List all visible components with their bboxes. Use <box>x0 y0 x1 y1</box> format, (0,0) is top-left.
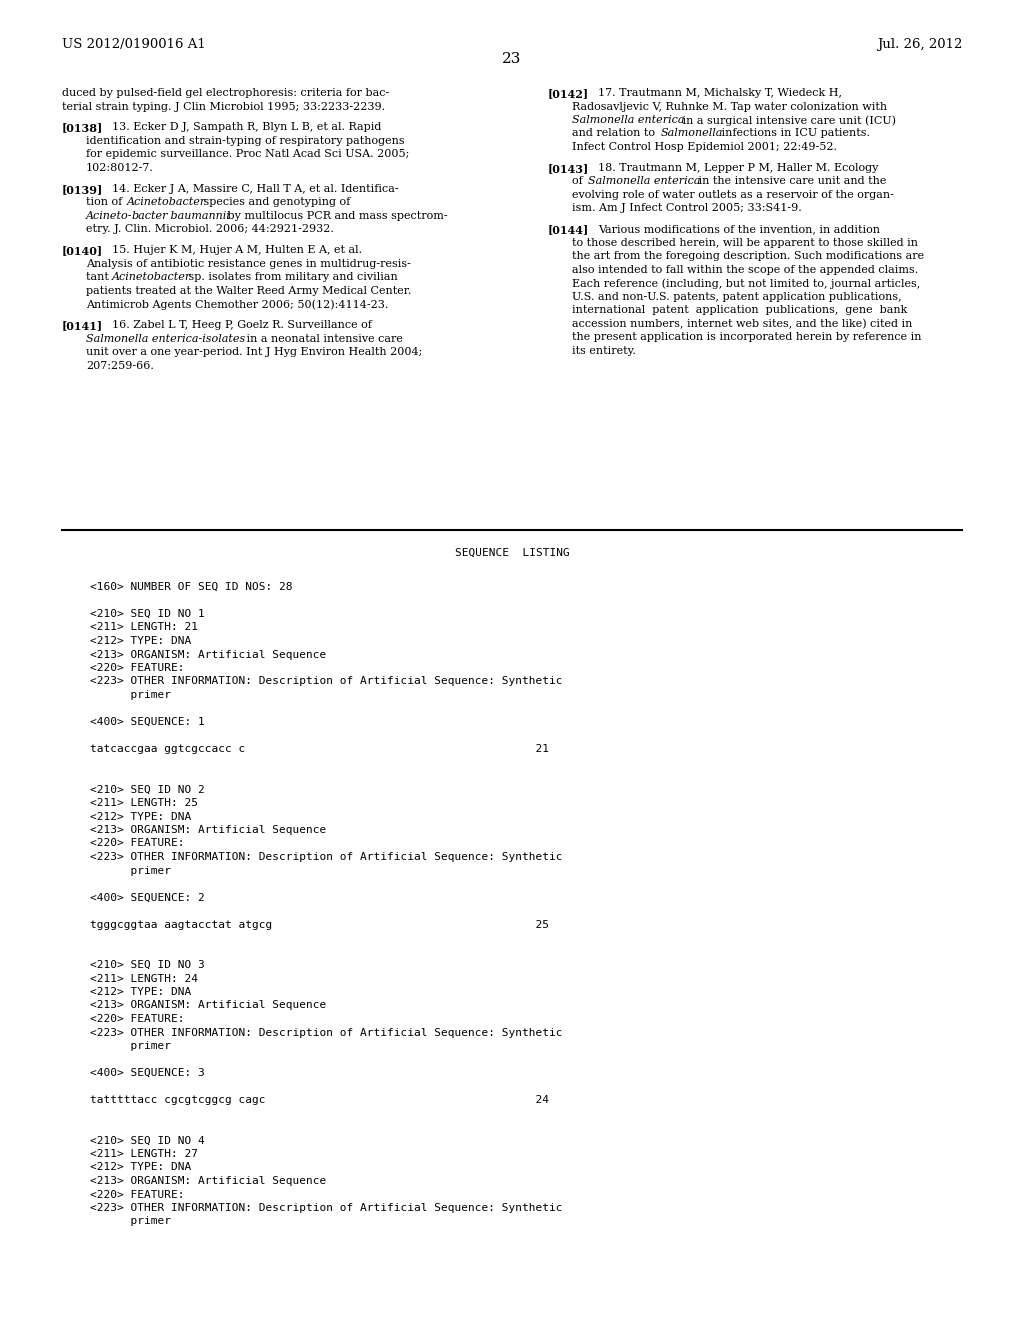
Text: <213> ORGANISM: Artificial Sequence: <213> ORGANISM: Artificial Sequence <box>90 1176 327 1185</box>
Text: by multilocus PCR and mass spectrom-: by multilocus PCR and mass spectrom- <box>224 211 447 220</box>
Text: <212> TYPE: DNA: <212> TYPE: DNA <box>90 812 191 821</box>
Text: <213> ORGANISM: Artificial Sequence: <213> ORGANISM: Artificial Sequence <box>90 649 327 660</box>
Text: <400> SEQUENCE: 2: <400> SEQUENCE: 2 <box>90 892 205 903</box>
Text: <211> LENGTH: 27: <211> LENGTH: 27 <box>90 1148 198 1159</box>
Text: the present application is incorporated herein by reference in: the present application is incorporated … <box>572 333 922 342</box>
Text: for epidemic surveillance. Proc Natl Acad Sci USA. 2005;: for epidemic surveillance. Proc Natl Aca… <box>86 149 410 160</box>
Text: SEQUENCE  LISTING: SEQUENCE LISTING <box>455 548 569 558</box>
Text: primer: primer <box>90 1217 171 1226</box>
Text: etry. J. Clin. Microbiol. 2006; 44:2921-2932.: etry. J. Clin. Microbiol. 2006; 44:2921-… <box>86 224 334 235</box>
Text: tant: tant <box>86 272 113 282</box>
Text: Salmonella enterica-isolates: Salmonella enterica-isolates <box>86 334 246 343</box>
Text: Antimicrob Agents Chemother 2006; 50(12):4114-23.: Antimicrob Agents Chemother 2006; 50(12)… <box>86 300 388 310</box>
Text: Acinetobacter: Acinetobacter <box>112 272 191 282</box>
Text: <220> FEATURE:: <220> FEATURE: <box>90 1189 184 1200</box>
Text: tatcaccgaa ggtcgccacc c                                           21: tatcaccgaa ggtcgccacc c 21 <box>90 744 549 754</box>
Text: sp. isolates from military and civilian: sp. isolates from military and civilian <box>185 272 397 282</box>
Text: <210> SEQ ID NO 4: <210> SEQ ID NO 4 <box>90 1135 205 1146</box>
Text: Various modifications of the invention, in addition: Various modifications of the invention, … <box>598 224 880 235</box>
Text: <223> OTHER INFORMATION: Description of Artificial Sequence: Synthetic: <223> OTHER INFORMATION: Description of … <box>90 1203 562 1213</box>
Text: accession numbers, internet web sites, and the like) cited in: accession numbers, internet web sites, a… <box>572 319 912 329</box>
Text: Radosavljevic V, Ruhnke M. Tap water colonization with: Radosavljevic V, Ruhnke M. Tap water col… <box>572 102 887 111</box>
Text: <212> TYPE: DNA: <212> TYPE: DNA <box>90 987 191 997</box>
Text: in a neonatal intensive care: in a neonatal intensive care <box>243 334 402 343</box>
Text: to those described herein, will be apparent to those skilled in: to those described herein, will be appar… <box>572 238 918 248</box>
Text: [0142]: [0142] <box>548 88 589 99</box>
Text: 18. Trautmann M, Lepper P M, Haller M. Ecology: 18. Trautmann M, Lepper P M, Haller M. E… <box>598 162 879 173</box>
Text: primer: primer <box>90 866 171 875</box>
Text: <213> ORGANISM: Artificial Sequence: <213> ORGANISM: Artificial Sequence <box>90 825 327 836</box>
Text: of: of <box>572 177 587 186</box>
Text: [0140]: [0140] <box>62 246 103 256</box>
Text: Each reference (including, but not limited to, journal articles,: Each reference (including, but not limit… <box>572 279 921 289</box>
Text: <223> OTHER INFORMATION: Description of Artificial Sequence: Synthetic: <223> OTHER INFORMATION: Description of … <box>90 1027 562 1038</box>
Text: patients treated at the Walter Reed Army Medical Center.: patients treated at the Walter Reed Army… <box>86 285 412 296</box>
Text: ism. Am J Infect Control 2005; 33:S41-9.: ism. Am J Infect Control 2005; 33:S41-9. <box>572 203 802 214</box>
Text: <211> LENGTH: 25: <211> LENGTH: 25 <box>90 799 198 808</box>
Text: Acinetobacter: Acinetobacter <box>127 198 206 207</box>
Text: infections in ICU patients.: infections in ICU patients. <box>718 128 870 139</box>
Text: primer: primer <box>90 1041 171 1051</box>
Text: Salmonella enterica: Salmonella enterica <box>572 115 684 125</box>
Text: [0144]: [0144] <box>548 224 589 235</box>
Text: Salmonella: Salmonella <box>662 128 723 139</box>
Text: [0139]: [0139] <box>62 183 103 195</box>
Text: [0138]: [0138] <box>62 123 103 133</box>
Text: <160> NUMBER OF SEQ ID NOS: 28: <160> NUMBER OF SEQ ID NOS: 28 <box>90 582 293 591</box>
Text: <220> FEATURE:: <220> FEATURE: <box>90 838 184 849</box>
Text: U.S. and non-U.S. patents, patent application publications,: U.S. and non-U.S. patents, patent applic… <box>572 292 901 302</box>
Text: terial strain typing. J Clin Microbiol 1995; 33:2233-2239.: terial strain typing. J Clin Microbiol 1… <box>62 102 385 111</box>
Text: tion of: tion of <box>86 198 126 207</box>
Text: 23: 23 <box>503 51 521 66</box>
Text: [0143]: [0143] <box>548 162 589 174</box>
Text: tgggcggtaa aagtacctat atgcg                                       25: tgggcggtaa aagtacctat atgcg 25 <box>90 920 549 929</box>
Text: primer: primer <box>90 690 171 700</box>
Text: identification and strain-typing of respiratory pathogens: identification and strain-typing of resp… <box>86 136 404 147</box>
Text: <212> TYPE: DNA: <212> TYPE: DNA <box>90 636 191 645</box>
Text: <400> SEQUENCE: 3: <400> SEQUENCE: 3 <box>90 1068 205 1078</box>
Text: 13. Ecker D J, Sampath R, Blyn L B, et al. Rapid: 13. Ecker D J, Sampath R, Blyn L B, et a… <box>112 123 381 132</box>
Text: unit over a one year-period. Int J Hyg Environ Health 2004;: unit over a one year-period. Int J Hyg E… <box>86 347 422 358</box>
Text: 15. Hujer K M, Hujer A M, Hulten E A, et al.: 15. Hujer K M, Hujer A M, Hulten E A, et… <box>112 246 362 255</box>
Text: bacter: bacter <box>132 211 169 220</box>
Text: [0141]: [0141] <box>62 321 103 331</box>
Text: <223> OTHER INFORMATION: Description of Artificial Sequence: Synthetic: <223> OTHER INFORMATION: Description of … <box>90 851 562 862</box>
Text: <210> SEQ ID NO 1: <210> SEQ ID NO 1 <box>90 609 205 619</box>
Text: <211> LENGTH: 24: <211> LENGTH: 24 <box>90 974 198 983</box>
Text: species and genotyping of: species and genotyping of <box>200 198 353 207</box>
Text: tatttttacc cgcgtcggcg cagc                                        24: tatttttacc cgcgtcggcg cagc 24 <box>90 1096 549 1105</box>
Text: international  patent  application  publications,  gene  bank: international patent application publica… <box>572 305 907 315</box>
Text: Infect Control Hosp Epidemiol 2001; 22:49-52.: Infect Control Hosp Epidemiol 2001; 22:4… <box>572 143 837 152</box>
Text: evolving role of water outlets as a reservoir of the organ-: evolving role of water outlets as a rese… <box>572 190 894 199</box>
Text: in the intensive care unit and the: in the intensive care unit and the <box>695 177 887 186</box>
Text: and relation to: and relation to <box>572 128 658 139</box>
Text: <220> FEATURE:: <220> FEATURE: <box>90 1014 184 1024</box>
Text: <212> TYPE: DNA: <212> TYPE: DNA <box>90 1163 191 1172</box>
Text: 16. Zabel L T, Heeg P, Goelz R. Surveillance of: 16. Zabel L T, Heeg P, Goelz R. Surveill… <box>112 321 372 330</box>
Text: duced by pulsed-field gel electrophoresis: criteria for bac-: duced by pulsed-field gel electrophoresi… <box>62 88 389 98</box>
Text: 14. Ecker J A, Massire C, Hall T A, et al. Identifica-: 14. Ecker J A, Massire C, Hall T A, et a… <box>112 183 398 194</box>
Text: Jul. 26, 2012: Jul. 26, 2012 <box>877 38 962 51</box>
Text: baumannii: baumannii <box>167 211 229 220</box>
Text: the art from the foregoing description. Such modifications are: the art from the foregoing description. … <box>572 251 924 261</box>
Text: Acineto-: Acineto- <box>86 211 132 220</box>
Text: 102:8012-7.: 102:8012-7. <box>86 162 154 173</box>
Text: its entirety.: its entirety. <box>572 346 636 356</box>
Text: 17. Trautmann M, Michalsky T, Wiedeck H,: 17. Trautmann M, Michalsky T, Wiedeck H, <box>598 88 842 98</box>
Text: 207:259-66.: 207:259-66. <box>86 360 154 371</box>
Text: <210> SEQ ID NO 3: <210> SEQ ID NO 3 <box>90 960 205 970</box>
Text: <211> LENGTH: 21: <211> LENGTH: 21 <box>90 623 198 632</box>
Text: also intended to fall within the scope of the appended claims.: also intended to fall within the scope o… <box>572 265 919 275</box>
Text: Salmonella enterica: Salmonella enterica <box>588 177 700 186</box>
Text: in a surgical intensive care unit (ICU): in a surgical intensive care unit (ICU) <box>679 115 896 125</box>
Text: <223> OTHER INFORMATION: Description of Artificial Sequence: Synthetic: <223> OTHER INFORMATION: Description of … <box>90 676 562 686</box>
Text: <213> ORGANISM: Artificial Sequence: <213> ORGANISM: Artificial Sequence <box>90 1001 327 1011</box>
Text: Analysis of antibiotic resistance genes in multidrug-resis-: Analysis of antibiotic resistance genes … <box>86 259 411 269</box>
Text: <400> SEQUENCE: 1: <400> SEQUENCE: 1 <box>90 717 205 727</box>
Text: US 2012/0190016 A1: US 2012/0190016 A1 <box>62 38 206 51</box>
Text: <220> FEATURE:: <220> FEATURE: <box>90 663 184 673</box>
Text: <210> SEQ ID NO 2: <210> SEQ ID NO 2 <box>90 784 205 795</box>
